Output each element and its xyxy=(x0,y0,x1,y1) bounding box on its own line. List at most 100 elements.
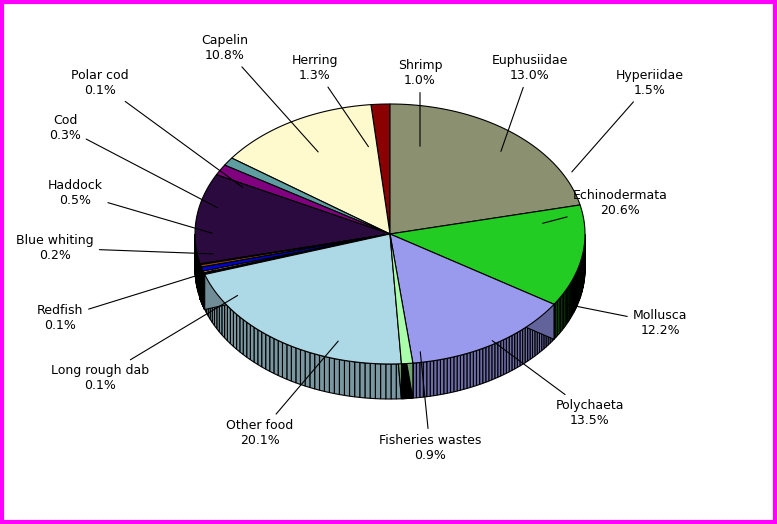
Polygon shape xyxy=(413,363,416,398)
Polygon shape xyxy=(204,234,390,309)
Polygon shape xyxy=(528,324,530,361)
Polygon shape xyxy=(201,234,390,271)
Polygon shape xyxy=(390,234,402,399)
Polygon shape xyxy=(554,302,556,340)
Polygon shape xyxy=(483,347,486,384)
Polygon shape xyxy=(467,353,470,388)
Polygon shape xyxy=(243,320,247,357)
Polygon shape xyxy=(354,362,360,397)
Polygon shape xyxy=(210,285,212,322)
Polygon shape xyxy=(492,344,495,380)
Polygon shape xyxy=(544,312,546,349)
Polygon shape xyxy=(371,104,390,234)
Polygon shape xyxy=(250,325,254,362)
Polygon shape xyxy=(204,234,390,274)
Polygon shape xyxy=(560,295,562,332)
Polygon shape xyxy=(200,234,390,300)
Polygon shape xyxy=(217,165,390,234)
Polygon shape xyxy=(563,291,565,329)
Polygon shape xyxy=(305,351,310,388)
Polygon shape xyxy=(212,288,214,325)
Polygon shape xyxy=(334,358,340,395)
Text: Polar cod
0.1%: Polar cod 0.1% xyxy=(71,69,242,188)
Polygon shape xyxy=(514,332,517,369)
Polygon shape xyxy=(576,272,577,309)
Text: Blue whiting
0.2%: Blue whiting 0.2% xyxy=(16,234,213,262)
Polygon shape xyxy=(232,105,390,234)
Polygon shape xyxy=(360,363,365,398)
Polygon shape xyxy=(568,286,569,323)
Polygon shape xyxy=(262,332,266,369)
Polygon shape xyxy=(201,234,390,302)
Polygon shape xyxy=(532,321,535,358)
Polygon shape xyxy=(390,234,413,364)
Polygon shape xyxy=(423,362,427,397)
Polygon shape xyxy=(365,363,370,398)
Polygon shape xyxy=(204,234,390,310)
Polygon shape xyxy=(391,364,396,399)
Polygon shape xyxy=(517,331,520,367)
Polygon shape xyxy=(214,291,217,329)
Polygon shape xyxy=(434,360,437,396)
Polygon shape xyxy=(390,234,554,363)
Polygon shape xyxy=(375,364,381,399)
Polygon shape xyxy=(535,319,537,356)
Polygon shape xyxy=(559,297,560,334)
Polygon shape xyxy=(430,361,434,396)
Polygon shape xyxy=(454,356,457,392)
Text: Cod
0.3%: Cod 0.3% xyxy=(49,114,218,208)
Polygon shape xyxy=(254,327,258,365)
Polygon shape xyxy=(208,281,210,319)
Polygon shape xyxy=(464,354,467,389)
Polygon shape xyxy=(325,356,329,392)
Polygon shape xyxy=(278,341,283,377)
Text: Shrimp
1.0%: Shrimp 1.0% xyxy=(398,59,442,146)
Polygon shape xyxy=(565,290,566,326)
Text: Haddock
0.5%: Haddock 0.5% xyxy=(47,179,212,233)
Polygon shape xyxy=(548,308,550,345)
Polygon shape xyxy=(461,354,464,390)
Polygon shape xyxy=(240,317,243,355)
Polygon shape xyxy=(225,303,228,341)
Polygon shape xyxy=(301,350,305,386)
Polygon shape xyxy=(195,174,390,264)
Text: Euphusiidae
13.0%: Euphusiidae 13.0% xyxy=(492,54,568,151)
Text: Echinodermata
20.6%: Echinodermata 20.6% xyxy=(542,189,667,223)
Polygon shape xyxy=(236,314,240,352)
Polygon shape xyxy=(509,335,512,372)
Polygon shape xyxy=(228,305,230,344)
Polygon shape xyxy=(486,346,489,382)
Polygon shape xyxy=(390,205,585,304)
Polygon shape xyxy=(247,322,250,359)
Polygon shape xyxy=(370,363,375,399)
Polygon shape xyxy=(451,357,454,392)
Polygon shape xyxy=(479,348,483,385)
Polygon shape xyxy=(562,293,563,330)
Polygon shape xyxy=(329,357,334,394)
Polygon shape xyxy=(204,234,390,275)
Polygon shape xyxy=(381,364,386,399)
Polygon shape xyxy=(578,266,579,303)
Polygon shape xyxy=(512,334,514,370)
Polygon shape xyxy=(390,234,413,398)
Polygon shape xyxy=(204,234,390,308)
Polygon shape xyxy=(204,234,402,364)
Polygon shape xyxy=(573,276,575,313)
Polygon shape xyxy=(217,294,219,332)
Polygon shape xyxy=(396,364,402,399)
Polygon shape xyxy=(577,268,578,305)
Polygon shape xyxy=(283,343,287,379)
Text: Long rough dab
0.1%: Long rough dab 0.1% xyxy=(51,296,238,392)
Polygon shape xyxy=(566,288,568,324)
Polygon shape xyxy=(489,345,492,381)
Polygon shape xyxy=(552,304,554,341)
Polygon shape xyxy=(200,234,390,299)
Polygon shape xyxy=(201,234,390,302)
Polygon shape xyxy=(258,330,262,367)
Polygon shape xyxy=(447,357,451,394)
Polygon shape xyxy=(390,234,413,398)
Polygon shape xyxy=(441,359,444,395)
Polygon shape xyxy=(503,339,507,375)
Polygon shape xyxy=(473,351,476,387)
Polygon shape xyxy=(233,311,236,349)
